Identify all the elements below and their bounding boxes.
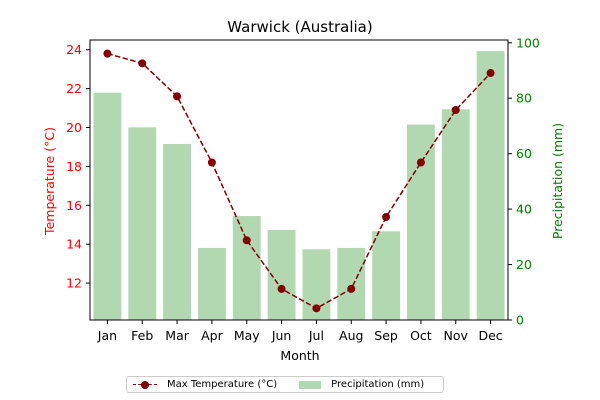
- x-tick-label: Feb: [131, 328, 153, 343]
- y-right-tick-label: 20: [516, 257, 532, 272]
- x-tick-label: Aug: [339, 328, 363, 343]
- legend-item-temperature: Max Temperature (°C): [133, 379, 277, 390]
- axes: Jan Feb Mar Apr May Jun Jul Aug Sep Oct Nov Dec 12 14…: [66, 35, 540, 343]
- temperature-line-path: [107, 52, 492, 310]
- plot-frame: [89, 39, 509, 321]
- y-right-tick-label: 100: [516, 35, 540, 50]
- y-left-tick-label: 20: [66, 120, 82, 135]
- x-tick-label: Jun: [271, 328, 292, 343]
- temperature-point-apr: [207, 158, 216, 167]
- chart-title: Warwick (Australia): [227, 18, 372, 36]
- y-left-tick-label: 24: [66, 42, 82, 57]
- precipitation-bar-mar: [163, 143, 192, 320]
- precipitation-bar-feb: [128, 127, 157, 321]
- temperature-point-mar: [173, 92, 182, 101]
- temperature-point-dec: [486, 69, 495, 78]
- x-tick-label: Oct: [410, 328, 432, 343]
- y-right-tick-label: 80: [516, 91, 532, 106]
- y-left-tick-label: 16: [66, 198, 82, 213]
- precipitation-bar-nov: [441, 109, 470, 320]
- precipitation-bar-apr: [197, 247, 226, 320]
- temperature-point-nov: [451, 106, 460, 114]
- legend: Max Temperature (°C) Precipitation (mm): [126, 376, 444, 393]
- y-axis-left-label: Temperature (°C): [42, 127, 57, 236]
- precipitation-bar-may: [232, 216, 261, 320]
- temperature-point-jan: [103, 49, 112, 58]
- y-left-tick-label: 18: [66, 159, 82, 174]
- x-axis-label: Month: [280, 348, 319, 363]
- y-left-tick-label: 22: [66, 81, 82, 96]
- precipitation-bar-sep: [372, 231, 401, 320]
- legend-label-temperature: Max Temperature (°C): [167, 379, 278, 390]
- y-axis-right-label: Precipitation (mm): [550, 123, 565, 239]
- precipitation-bar-oct: [406, 124, 435, 320]
- x-tick-label: Sep: [374, 328, 398, 343]
- temperature-point-jul: [312, 304, 321, 313]
- y-left-tick-label: 14: [66, 237, 82, 252]
- temperature-line: [103, 49, 495, 313]
- legend-item-precipitation: Precipitation (mm): [299, 379, 424, 390]
- x-tick-label: Jul: [308, 328, 324, 343]
- y-right-tick-label: 0: [516, 313, 524, 328]
- temperature-point-may: [242, 236, 251, 245]
- y-right-tick-label: 40: [516, 202, 532, 217]
- temperature-point-jun: [277, 284, 286, 293]
- legend-bar-swatch-icon: [299, 380, 322, 389]
- legend-label-precipitation: Precipitation (mm): [331, 379, 425, 390]
- precipitation-bar-aug: [337, 247, 366, 320]
- x-tick-label: Apr: [201, 328, 223, 343]
- y-right-tick-label: 60: [516, 146, 532, 161]
- temperature-point-oct: [416, 158, 425, 167]
- legend-line-marker-icon: [133, 380, 157, 390]
- temperature-point-sep: [382, 212, 391, 221]
- x-tick-label: Dec: [478, 328, 502, 343]
- precipitation-bars: [93, 51, 505, 321]
- x-tick-label: Jan: [97, 328, 117, 343]
- precipitation-bar-dec: [476, 51, 505, 320]
- x-tick-label: May: [234, 328, 260, 343]
- y-left-tick-label: 12: [66, 276, 82, 291]
- precipitation-bar-jan: [93, 92, 122, 320]
- temperature-point-aug: [347, 284, 356, 293]
- temperature-point-feb: [138, 59, 147, 68]
- x-tick-label: Nov: [444, 328, 469, 343]
- x-tick-label: Mar: [165, 328, 189, 343]
